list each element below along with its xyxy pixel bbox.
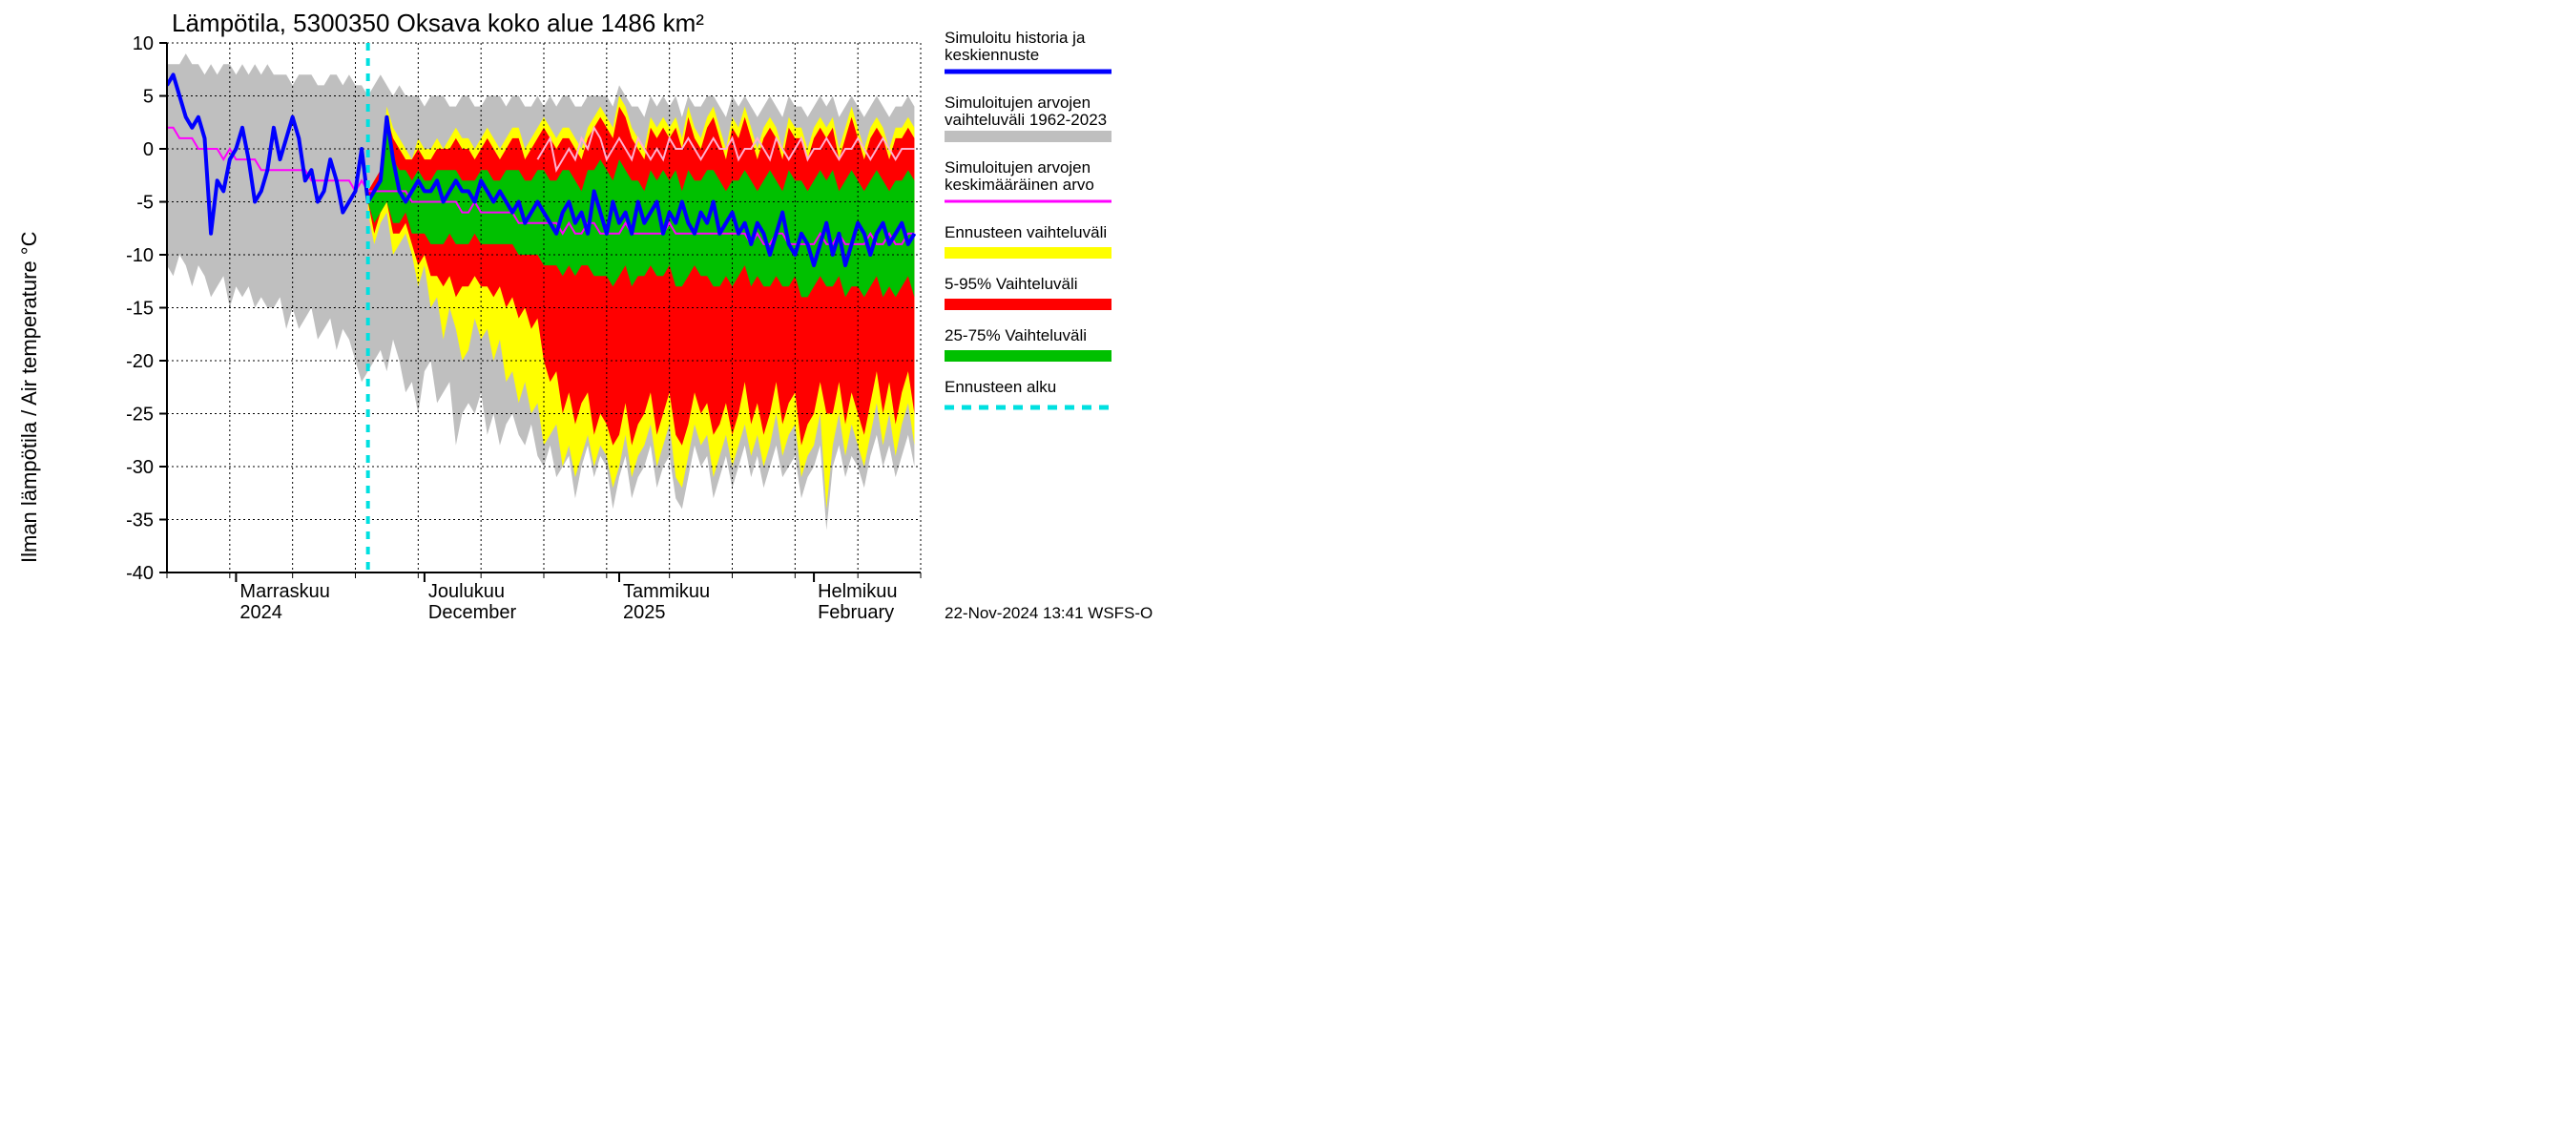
ytick-label: 0 bbox=[143, 139, 154, 160]
xtick-label-bottom: 2025 bbox=[623, 602, 666, 623]
xtick-label-top: Tammikuu bbox=[623, 581, 710, 602]
legend-label: Ennusteen alku bbox=[945, 378, 1056, 396]
legend-label: Simuloitujen arvojen bbox=[945, 158, 1091, 177]
legend-label: 5-95% Vaihteluväli bbox=[945, 275, 1078, 293]
legend-label: keskimääräinen arvo bbox=[945, 176, 1094, 194]
xtick-label-bottom: 2024 bbox=[239, 602, 282, 623]
ytick-label: -40 bbox=[126, 563, 154, 584]
ytick-label: -30 bbox=[126, 457, 154, 478]
ytick-label: 5 bbox=[143, 87, 154, 108]
ytick-label: -5 bbox=[136, 193, 154, 214]
ytick-label: -25 bbox=[126, 405, 154, 426]
ytick-label: -15 bbox=[126, 299, 154, 320]
legend-swatch bbox=[945, 299, 1111, 310]
legend-swatch bbox=[945, 131, 1111, 142]
legend-label: Simuloitu historia ja bbox=[945, 29, 1086, 47]
xtick-label-bottom: February bbox=[818, 602, 894, 623]
chart-svg: -40 -35 -30 -25 -20 -15 -10 -5 0 5 10 Marraskuu2024… bbox=[0, 0, 1431, 636]
y-axis-label: Ilman lämpötila / Air temperature °C bbox=[17, 231, 41, 563]
legend-label: vaihteluväli 1962-2023 bbox=[945, 111, 1107, 129]
chart-container: -40 -35 -30 -25 -20 -15 -10 -5 0 5 10 Marraskuu2024… bbox=[0, 0, 1431, 636]
chart-title: Lämpötila, 5300350 Oksava koko alue 1486… bbox=[172, 9, 704, 37]
legend-swatch bbox=[945, 350, 1111, 362]
xtick-label-bottom: December bbox=[428, 602, 517, 623]
ytick-label: -35 bbox=[126, 510, 154, 531]
footer-timestamp: 22-Nov-2024 13:41 WSFS-O bbox=[945, 604, 1153, 622]
legend-label: Simuloitujen arvojen bbox=[945, 94, 1091, 112]
ytick-label: 10 bbox=[133, 33, 154, 54]
xtick-label-top: Marraskuu bbox=[239, 581, 329, 602]
legend-label: Ennusteen vaihteluväli bbox=[945, 223, 1107, 241]
legend-label: keskiennuste bbox=[945, 46, 1039, 64]
xtick-label-top: Helmikuu bbox=[818, 581, 897, 602]
ytick-label: -20 bbox=[126, 351, 154, 372]
legend-swatch bbox=[945, 247, 1111, 259]
ytick-label: -10 bbox=[126, 245, 154, 266]
legend-label: 25-75% Vaihteluväli bbox=[945, 326, 1087, 344]
xtick-label-top: Joulukuu bbox=[428, 581, 505, 602]
